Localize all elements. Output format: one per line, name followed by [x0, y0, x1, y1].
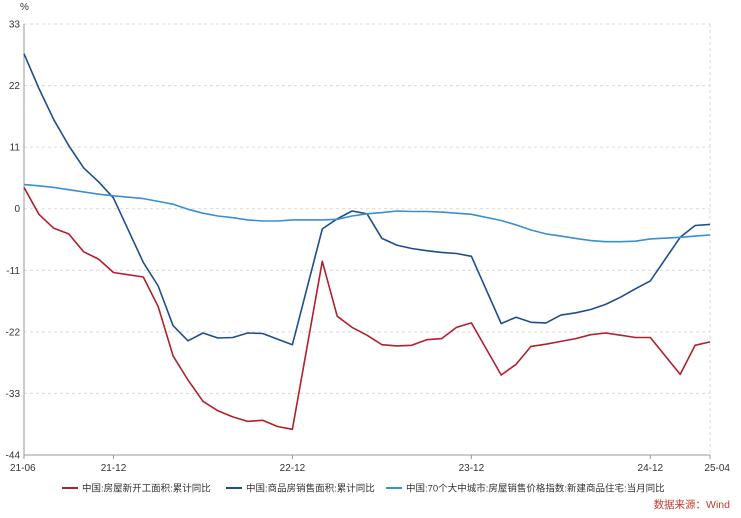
- data-source-label: 数据来源：Wind: [654, 498, 731, 511]
- y-tick-label: 22: [9, 81, 21, 92]
- y-tick-label: -44: [6, 451, 21, 462]
- x-tick-label: 24-12: [638, 463, 664, 474]
- legend-label: 中国:房屋新开工面积:累计同比: [82, 483, 211, 495]
- y-tick-label: 33: [9, 20, 21, 31]
- legend: 中国:房屋新开工面积:累计同比 中国:商品房销售面积:累计同比 中国:70个大中城市…: [62, 483, 665, 495]
- x-tick-label: 22-12: [280, 463, 306, 474]
- series-line: [23, 53, 711, 346]
- series-line: [23, 183, 711, 243]
- x-tick-label: 23-12: [459, 463, 485, 474]
- x-tick-label: 21-06: [10, 463, 36, 474]
- y-tick-label: 11: [10, 143, 21, 154]
- grid-lines: [24, 23, 710, 394]
- legend-label: 中国:商品房销售面积:累计同比: [246, 483, 375, 495]
- y-tick-label: -11: [6, 266, 20, 277]
- y-tick-label: -33: [6, 389, 21, 400]
- y-tick-label: -22: [6, 327, 21, 338]
- y-unit-label: %: [20, 2, 29, 13]
- x-tick-label: 21-12: [101, 463, 127, 474]
- series-lines: [23, 53, 711, 431]
- series-line: [23, 187, 711, 431]
- x-tick-label: 25-04: [704, 463, 730, 474]
- y-tick-label: 0: [14, 204, 20, 215]
- legend-label: 中国:70个大中城市:房屋销售价格指数:新建商品住宅:当月同比: [406, 483, 665, 495]
